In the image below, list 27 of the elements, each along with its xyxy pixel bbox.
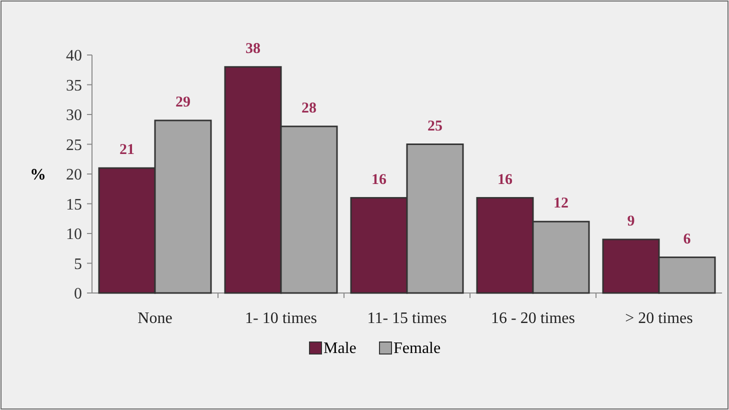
data-label: 16: [498, 172, 513, 188]
y-axis-title: %: [30, 166, 46, 184]
y-tick-label: 35: [66, 77, 82, 94]
x-tick-label: 1- 10 times: [245, 310, 317, 327]
data-label: 28: [302, 100, 316, 116]
data-label: 25: [428, 118, 442, 134]
y-tick-label: 0: [74, 286, 82, 303]
y-tick-label: 5: [74, 256, 82, 273]
data-label: 29: [176, 94, 190, 110]
x-tick-label: 11- 15 times: [367, 310, 447, 327]
x-tick-label: 16 - 20 times: [491, 310, 575, 327]
y-tick-label: 15: [66, 196, 82, 214]
data-label: 9: [627, 213, 635, 230]
y-tick-label: 10: [66, 226, 82, 244]
y-tick-label: 25: [66, 136, 82, 154]
y-tick-label: 40: [66, 48, 82, 65]
data-label: 38: [246, 40, 260, 57]
legend-label: Female: [394, 340, 441, 357]
data-label: 6: [683, 231, 692, 248]
legend-label: Male: [324, 340, 356, 357]
x-tick-label: None: [138, 310, 172, 327]
y-tick-label: 20: [66, 166, 82, 184]
data-label: 21: [120, 142, 134, 158]
y-tick-label: 30: [66, 107, 82, 124]
data-label: 16: [372, 172, 387, 188]
x-tick-label: > 20 times: [625, 310, 693, 327]
data-label: 12: [554, 196, 568, 212]
